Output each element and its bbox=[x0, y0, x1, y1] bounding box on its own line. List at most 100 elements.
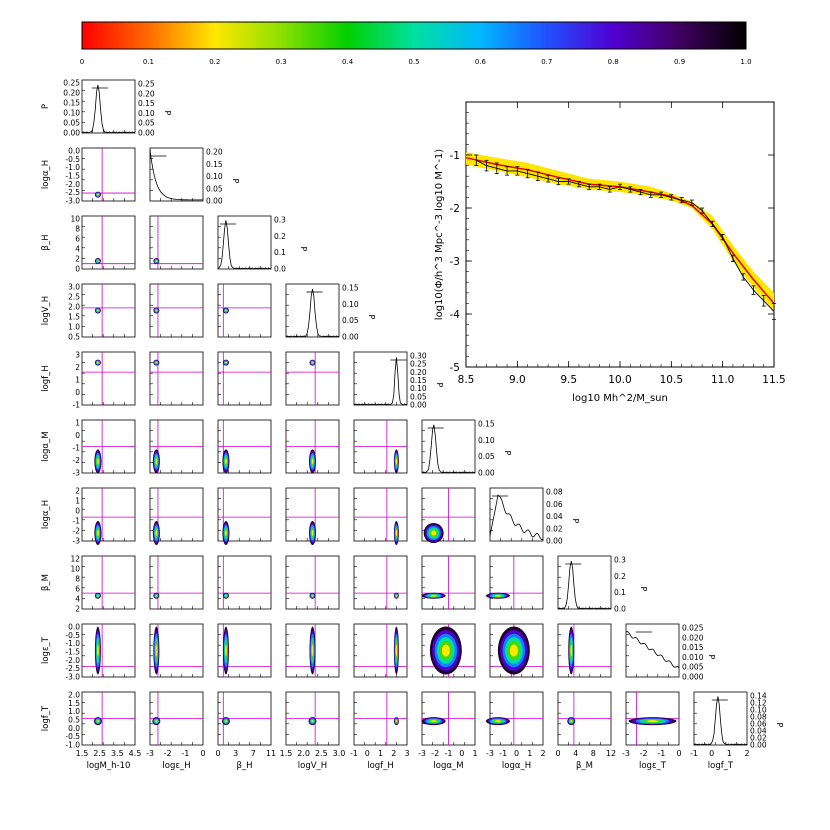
p-tick-label: 0.00 bbox=[342, 333, 359, 342]
y-axis-label: logα_M bbox=[41, 431, 51, 461]
corner-panel-6-0: 210-1-2-3 logα_H bbox=[41, 487, 136, 546]
x-tick-label: 4 bbox=[573, 749, 578, 758]
panel-frame bbox=[353, 555, 408, 610]
corner-panel-5-4 bbox=[353, 419, 408, 474]
corner-panel-7-6 bbox=[485, 555, 544, 610]
x-tick-label: 0 bbox=[365, 749, 370, 758]
corner-panel-8-2 bbox=[217, 623, 272, 678]
p-tick-label: 0.14 bbox=[750, 692, 767, 701]
corner-panel-6-5 bbox=[421, 487, 476, 544]
y-tick-label: 0.0 bbox=[68, 724, 80, 733]
density-contour bbox=[97, 458, 99, 465]
corner-panel-7-1 bbox=[149, 555, 204, 610]
y-tick-label: 3.0 bbox=[68, 283, 80, 292]
y-tick-label: 0 bbox=[75, 431, 80, 440]
p-tick-label: 0.05 bbox=[342, 316, 359, 325]
density-contour bbox=[225, 309, 227, 312]
p-tick-label: 0.00 bbox=[410, 401, 427, 410]
y-tick-label: -1.0 bbox=[65, 639, 80, 648]
y-tick-label: 1 bbox=[75, 497, 80, 506]
density-contour bbox=[155, 720, 158, 723]
p-tick-label: 0.05 bbox=[410, 392, 427, 401]
density-contour bbox=[97, 193, 99, 196]
density-contour bbox=[431, 530, 437, 536]
p-tick-label: 0.2 bbox=[614, 572, 626, 581]
histogram-line bbox=[149, 149, 203, 201]
p-tick-label: 0.15 bbox=[206, 160, 223, 169]
y-tick-label: -3 bbox=[73, 469, 81, 478]
y-tick-label: 2.0 bbox=[68, 691, 80, 700]
y-tick-label: -3.0 bbox=[65, 197, 80, 206]
x-axis-label: logα_M bbox=[433, 761, 463, 771]
colorbar-tick-label: 0.1 bbox=[143, 58, 154, 66]
density-contour bbox=[311, 361, 314, 364]
x-tick-label: 0 bbox=[555, 749, 560, 758]
panel-frame bbox=[353, 623, 408, 678]
p-tick-label: 0.10 bbox=[342, 300, 359, 309]
plot-area bbox=[465, 101, 775, 368]
density-contour bbox=[155, 361, 158, 364]
x-axis-label: logε_H bbox=[162, 761, 190, 771]
main-x-tick-label: 9.5 bbox=[560, 374, 577, 386]
y-tick-label: 2.5 bbox=[68, 293, 80, 302]
y-tick-label: 0.00 bbox=[63, 129, 80, 138]
corner-panel-8-1 bbox=[149, 623, 204, 678]
corner-panel-9-7: 0 4 8 12 β_M bbox=[555, 691, 616, 771]
colorbar-gradient bbox=[81, 21, 747, 50]
p-tick-label: 0.12 bbox=[750, 699, 767, 708]
x-tick-label: 12 bbox=[606, 749, 616, 758]
p-tick-label: 0.04 bbox=[750, 727, 767, 736]
y-tick-label: 1.0 bbox=[68, 707, 80, 716]
colorbar-tick-label: 0.9 bbox=[674, 58, 685, 66]
p-tick-label: 0.04 bbox=[546, 512, 563, 521]
panel-frame bbox=[557, 623, 612, 678]
density-contour bbox=[395, 720, 398, 723]
p-tick-label: 0.05 bbox=[206, 184, 223, 193]
y-tick-label: -1 bbox=[73, 517, 81, 526]
y-tick-label: 2 bbox=[75, 363, 80, 372]
p-tick-label: 0.1 bbox=[614, 588, 626, 597]
p-axis-label: P bbox=[571, 519, 580, 524]
p-tick-label: 0.10 bbox=[478, 436, 495, 445]
y-tick-label: 0.5 bbox=[68, 333, 80, 342]
histogram-line bbox=[625, 631, 680, 669]
corner-panel-9-3: 1.5 2.0 2.5 3.0 logV_H bbox=[280, 691, 345, 771]
x-tick-label: 2 bbox=[540, 749, 545, 758]
y-tick-label: -0.5 bbox=[65, 732, 80, 741]
colorbar-tick-label: 0.3 bbox=[276, 58, 287, 66]
x-tick-label: 1 bbox=[378, 749, 383, 758]
corner-panel-6-6: 0.08 0.06 0.04 0.02 0.00 P bbox=[489, 488, 580, 546]
x-axis-label: logV_H bbox=[298, 761, 327, 771]
p-tick-label: 0.015 bbox=[682, 643, 704, 652]
panel-frame bbox=[81, 487, 136, 542]
y-tick-label: 6 bbox=[75, 585, 80, 594]
mass-function-plot: 8.5 9.0 9.5 10.0 10.5 11.0 11.5 -1 -2 -3 -4 -5 log10… bbox=[434, 101, 786, 404]
y-tick-label: 10 bbox=[70, 565, 80, 574]
x-tick-label: -1 bbox=[690, 749, 698, 758]
y-tick-label: 0.0 bbox=[68, 147, 80, 156]
y-tick-label: 0.15 bbox=[63, 99, 80, 108]
corner-panel-3-2 bbox=[217, 283, 272, 338]
p-axis-label: P bbox=[163, 111, 172, 116]
p-tick-label: 0.00 bbox=[750, 741, 767, 750]
p-tick-label: 0.10 bbox=[750, 706, 767, 715]
corner-panel-9-8: -3 -2 -1 0 logε_T bbox=[622, 691, 682, 771]
p-tick-label: 0.000 bbox=[682, 673, 704, 682]
colorbar-tick-label: 1.0 bbox=[740, 58, 751, 66]
x-tick-label: 1.5 bbox=[76, 749, 89, 758]
y-tick-label: -1 bbox=[73, 401, 81, 410]
corner-panel-8-0: 0.0-0.5-1.0-1.5-2.0-2.5-3.0 logε_T bbox=[41, 623, 136, 682]
y-tick-label: -1.5 bbox=[65, 648, 80, 657]
density-contour bbox=[225, 458, 227, 465]
panel-frame bbox=[149, 351, 204, 406]
x-tick-label: 0 bbox=[200, 749, 205, 758]
x-tick-label: 0 bbox=[459, 749, 464, 758]
x-tick-label: 8 bbox=[591, 749, 596, 758]
y-tick-label: -2 bbox=[73, 527, 81, 536]
p-axis-label: P bbox=[435, 383, 444, 388]
y-tick-label: 0.10 bbox=[63, 109, 80, 118]
p-tick-label: 0.00 bbox=[546, 537, 563, 546]
p-tick-label: 0.10 bbox=[206, 172, 223, 181]
main-y-tick-label: -5 bbox=[450, 362, 460, 374]
